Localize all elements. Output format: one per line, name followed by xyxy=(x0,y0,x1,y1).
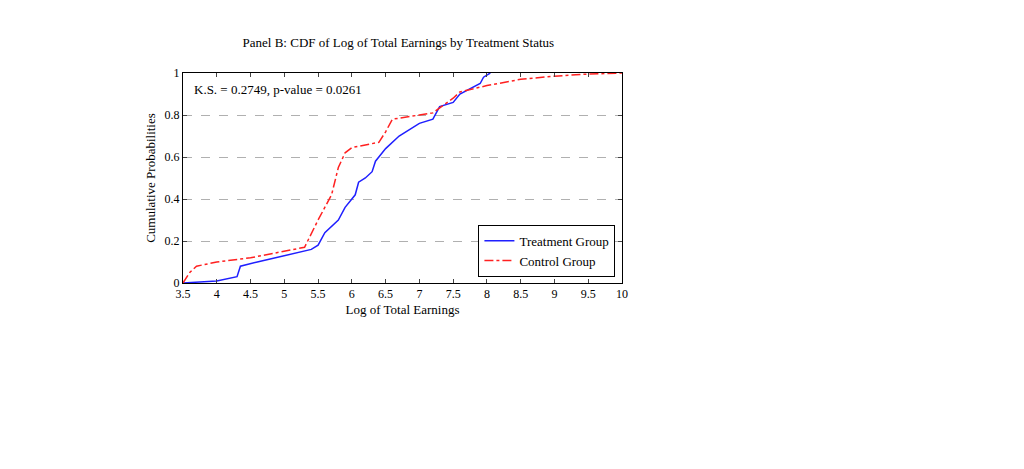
svg-text:0.8: 0.8 xyxy=(165,108,180,122)
svg-text:8.5: 8.5 xyxy=(513,287,528,301)
svg-text:0.6: 0.6 xyxy=(165,150,180,164)
svg-text:1: 1 xyxy=(174,66,180,80)
svg-text:5.5: 5.5 xyxy=(311,287,326,301)
svg-text:3.5: 3.5 xyxy=(176,287,191,301)
svg-text:Panel B: CDF of Log of Total E: Panel B: CDF of Log of Total Earnings by… xyxy=(243,35,555,50)
svg-text:9: 9 xyxy=(551,287,557,301)
svg-text:8: 8 xyxy=(484,287,490,301)
svg-text:Cumulative Probabilities: Cumulative Probabilities xyxy=(143,113,158,243)
svg-text:5: 5 xyxy=(281,287,287,301)
svg-text:9.5: 9.5 xyxy=(581,287,596,301)
svg-text:0.2: 0.2 xyxy=(165,234,180,248)
svg-text:0.4: 0.4 xyxy=(165,192,180,206)
svg-text:Treatment Group: Treatment Group xyxy=(519,234,608,249)
svg-text:4: 4 xyxy=(214,287,220,301)
svg-text:10: 10 xyxy=(616,287,628,301)
svg-text:Log of Total Earnings: Log of Total Earnings xyxy=(345,302,459,317)
svg-text:7.5: 7.5 xyxy=(446,287,461,301)
svg-text:K.S. = 0.2749, p-value = 0.026: K.S. = 0.2749, p-value = 0.0261 xyxy=(194,82,362,97)
svg-text:7: 7 xyxy=(416,287,422,301)
svg-text:6.5: 6.5 xyxy=(378,287,393,301)
svg-text:Control Group: Control Group xyxy=(519,254,595,269)
svg-text:6: 6 xyxy=(349,287,355,301)
svg-text:0: 0 xyxy=(174,276,180,290)
svg-text:4.5: 4.5 xyxy=(243,287,258,301)
